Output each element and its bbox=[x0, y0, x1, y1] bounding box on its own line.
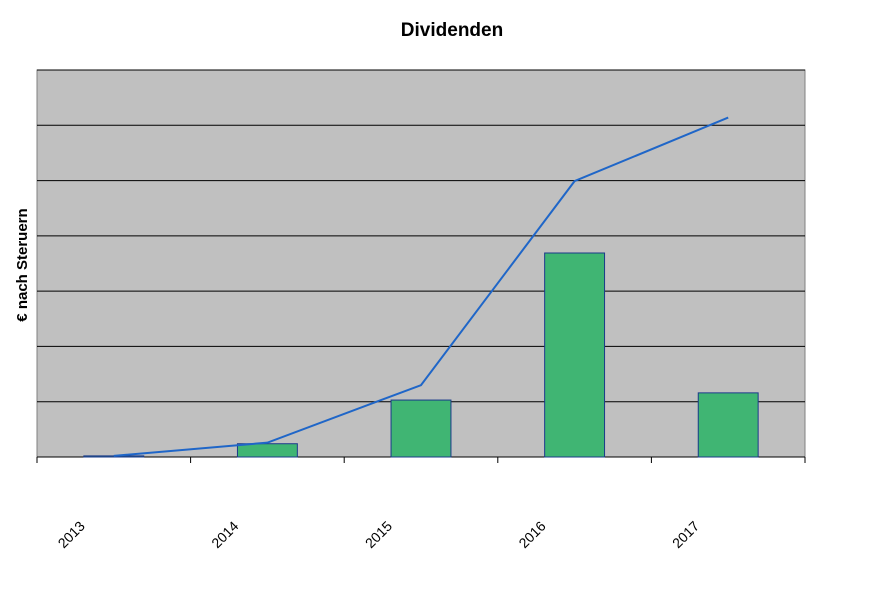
line bbox=[113, 116, 729, 457]
plot-area bbox=[36, 69, 806, 458]
bar bbox=[697, 392, 759, 458]
x-tick-label: 2013 bbox=[55, 518, 88, 551]
bar bbox=[236, 443, 298, 458]
x-tick-label: 2014 bbox=[208, 518, 241, 551]
bar bbox=[544, 252, 606, 458]
x-tick-label: 2015 bbox=[362, 518, 395, 551]
bar bbox=[83, 455, 145, 458]
bar bbox=[390, 399, 452, 458]
x-tick-label: 2017 bbox=[669, 518, 702, 551]
y-axis-label: € nach Steruern bbox=[14, 208, 31, 321]
chart-title: Dividenden bbox=[401, 20, 503, 41]
x-tick-label: 2016 bbox=[515, 518, 548, 551]
